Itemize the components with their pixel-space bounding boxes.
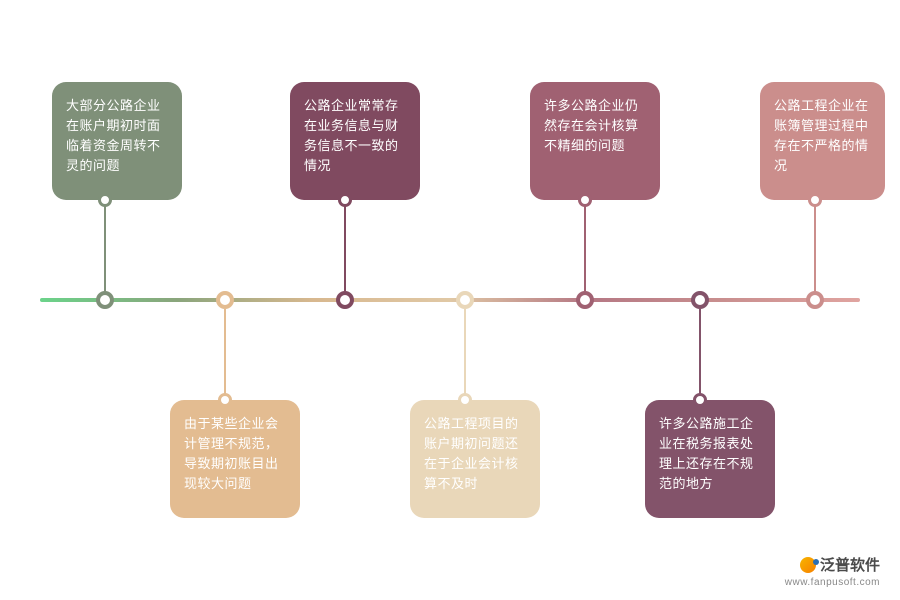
timeline-box: 公路工程企业在账簿管理过程中存在不严格的情况 [760,82,885,200]
connector-dot-icon [808,193,822,207]
timeline-box: 由于某些企业会计管理不规范，导致期初账目出现较大问题 [170,400,300,518]
timeline-dot-icon [96,291,114,309]
timeline-box: 大部分公路企业在账户期初时面临着资金周转不灵的问题 [52,82,182,200]
connector-line [344,200,346,291]
connector-line [699,309,701,400]
connector-line [584,200,586,291]
timeline-dot-icon [691,291,709,309]
brand-url: www.fanpusoft.com [785,577,880,588]
connector-line [464,309,466,400]
connector-dot-icon [218,393,232,407]
diagram-canvas: 大部分公路企业在账户期初时面临着资金周转不灵的问题由于某些企业会计管理不规范，导… [0,0,900,600]
timeline-dot-icon [456,291,474,309]
connector-dot-icon [338,193,352,207]
timeline-dot-icon [576,291,594,309]
timeline-dot-icon [216,291,234,309]
brand-logo-mark-icon [800,557,816,573]
connector-dot-icon [693,393,707,407]
brand-name: 泛普软件 [820,554,880,575]
connector-dot-icon [578,193,592,207]
timeline-dot-icon [806,291,824,309]
connector-line [224,309,226,400]
brand-logo-top: 泛普软件 [785,554,880,575]
brand-logo: 泛普软件 www.fanpusoft.com [785,554,880,588]
connector-line [104,200,106,291]
connector-dot-icon [458,393,472,407]
timeline-box: 公路企业常常存在业务信息与财务信息不一致的情况 [290,82,420,200]
timeline-box: 许多公路企业仍然存在会计核算不精细的问题 [530,82,660,200]
timeline-box: 许多公路施工企业在税务报表处理上还存在不规范的地方 [645,400,775,518]
timeline-bar [40,298,860,302]
connector-dot-icon [98,193,112,207]
connector-line [814,200,816,291]
timeline-dot-icon [336,291,354,309]
timeline-box: 公路工程项目的账户期初问题还在于企业会计核算不及时 [410,400,540,518]
